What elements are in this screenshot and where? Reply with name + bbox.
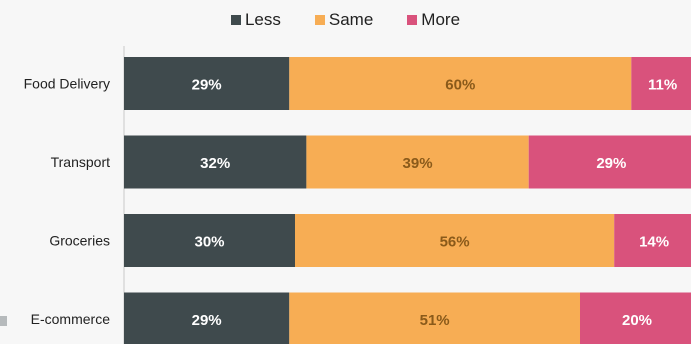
data-label-groceries-less: 30% <box>194 234 224 251</box>
category-label-transport: Transport <box>51 154 111 170</box>
data-label-food-delivery-more: 11% <box>648 77 677 94</box>
category-label-groceries: Groceries <box>49 233 110 249</box>
bar-segment-groceries-more <box>614 214 691 267</box>
legend-item-less: Less <box>230 10 281 30</box>
data-label-e-commerce-same: 51% <box>420 312 450 329</box>
bar-segment-food-delivery-same <box>289 57 632 110</box>
legend-swatch-less <box>230 15 241 25</box>
data-label-e-commerce-less: 29% <box>192 312 222 329</box>
corner-mark <box>0 316 7 326</box>
legend-label-less: Less <box>244 10 281 29</box>
bar-segment-food-delivery-less <box>124 57 290 110</box>
data-label-food-delivery-less: 29% <box>192 77 222 94</box>
chart-legend: Less Same More <box>0 9 691 31</box>
category-label-food-delivery: Food Delivery <box>24 76 110 92</box>
bar-segment-groceries-less <box>124 214 295 267</box>
data-label-food-delivery-same: 60% <box>445 77 475 94</box>
bar-segment-e-commerce-same <box>289 292 580 344</box>
legend-swatch-same <box>314 15 325 25</box>
bar-segment-transport-more <box>528 135 691 189</box>
legend-item-same: Same <box>314 10 374 30</box>
bar-segment-e-commerce-more <box>580 292 691 344</box>
data-label-groceries-same: 56% <box>440 234 470 251</box>
legend-item-more: More <box>407 10 460 30</box>
legend-label-more: More <box>421 10 461 29</box>
data-label-transport-more: 29% <box>596 155 626 172</box>
data-label-groceries-more: 14% <box>639 234 669 251</box>
data-label-e-commerce-more: 20% <box>622 312 652 329</box>
data-label-transport-less: 32% <box>200 155 230 172</box>
bar-segment-transport-same <box>306 135 529 189</box>
legend-label-same: Same <box>328 10 374 29</box>
category-label-e-commerce: E-commerce <box>31 311 111 327</box>
legend-swatch-more <box>407 15 418 25</box>
bar-segment-groceries-same <box>295 214 615 267</box>
bar-segment-transport-less <box>124 135 307 189</box>
bar-segment-e-commerce-less <box>124 292 290 344</box>
data-label-transport-same: 39% <box>403 155 433 172</box>
bar-segment-food-delivery-more <box>631 57 691 110</box>
